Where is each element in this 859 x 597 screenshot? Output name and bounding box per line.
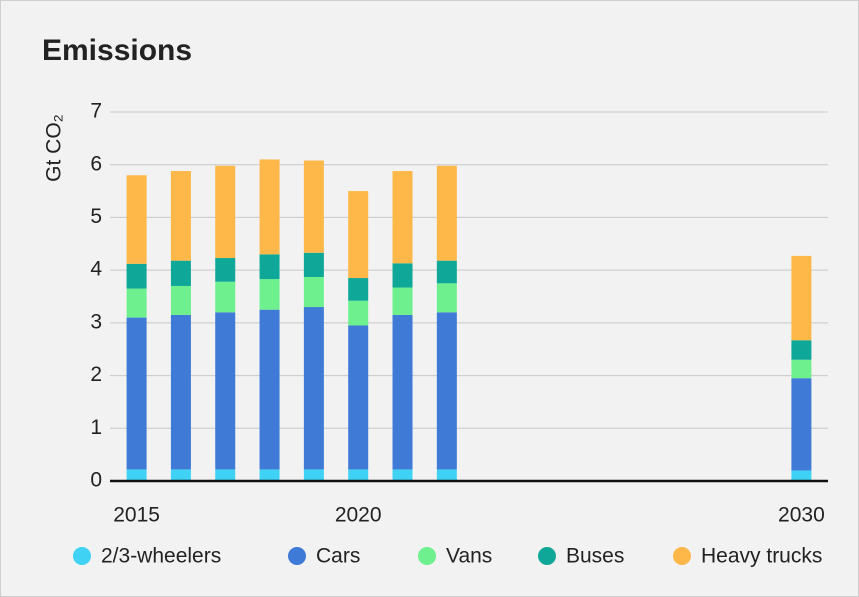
legend-swatch	[418, 547, 436, 565]
y-axis-label: Gt CO₂	[43, 114, 66, 182]
bar-segment	[436, 260, 457, 284]
bar-segment	[791, 359, 812, 379]
bar-segment	[259, 254, 280, 280]
x-tick-label: 2020	[335, 504, 382, 527]
bar-segment	[259, 159, 280, 255]
bar-segment	[348, 191, 369, 279]
legend-label: Buses	[566, 545, 624, 568]
bar-segment	[348, 300, 369, 326]
bar-segment	[303, 469, 324, 481]
bar-segment	[170, 314, 191, 470]
bar-segment	[126, 175, 147, 264]
chart-title: Emissions	[42, 34, 192, 67]
bar-segment	[259, 469, 280, 481]
bar-segment	[126, 288, 147, 318]
bar-segment	[259, 279, 280, 310]
bar-segment	[303, 276, 324, 308]
bar-segment	[215, 165, 236, 259]
legend-label: Cars	[316, 545, 360, 568]
bar-segment	[436, 469, 457, 481]
x-tick-label: 2030	[778, 504, 825, 527]
bar-segment	[791, 255, 812, 341]
legend-swatch	[73, 547, 91, 565]
bar-segment	[170, 171, 191, 261]
legend-label: 2/3-wheelers	[101, 545, 221, 568]
bar-segment	[392, 263, 413, 288]
bar-segment	[303, 252, 324, 277]
bar-segment	[259, 309, 280, 470]
bar-segment	[303, 160, 324, 253]
bar-segment	[348, 469, 369, 481]
bar-segment	[791, 340, 812, 360]
x-tick-label: 2015	[113, 504, 160, 527]
y-tick-label: 4	[90, 258, 102, 281]
bar-segment	[436, 312, 457, 470]
bar-segment	[126, 469, 147, 481]
y-tick-label: 0	[90, 469, 102, 492]
bar-segment	[392, 171, 413, 264]
bar-segment	[126, 317, 147, 470]
bar-segment	[392, 314, 413, 470]
bar-segment	[436, 283, 457, 313]
legend-swatch	[538, 547, 556, 565]
bar-segment	[126, 263, 147, 289]
bar-segment	[791, 470, 812, 481]
bar-segment	[392, 469, 413, 481]
bar-segment	[303, 307, 324, 470]
y-tick-label: 7	[90, 100, 102, 123]
bar-segment	[791, 378, 812, 471]
y-tick-label: 1	[90, 416, 102, 439]
bar-segment	[170, 285, 191, 315]
bar-segment	[215, 281, 236, 313]
y-tick-label: 5	[90, 205, 102, 228]
bar-segment	[215, 312, 236, 470]
legend-label: Vans	[446, 545, 492, 568]
legend-swatch	[673, 547, 691, 565]
bar-segment	[215, 469, 236, 481]
bar-segment	[348, 278, 369, 301]
bar-segment	[170, 469, 191, 481]
y-tick-label: 6	[90, 152, 102, 175]
bar-segment	[215, 258, 236, 282]
bar-segment	[348, 325, 369, 470]
legend-swatch	[288, 547, 306, 565]
y-tick-label: 3	[90, 310, 102, 333]
legend-label: Heavy trucks	[701, 545, 822, 568]
bar-segment	[392, 287, 413, 315]
bar-segment	[436, 165, 457, 261]
bar-segment	[170, 260, 191, 286]
y-tick-label: 2	[90, 363, 102, 386]
